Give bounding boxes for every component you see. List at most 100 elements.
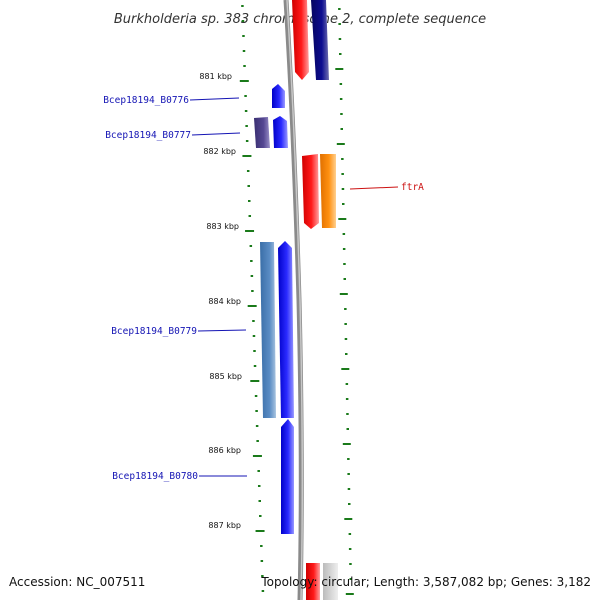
- tick-mark: [348, 548, 352, 550]
- tick-mark: [347, 458, 350, 460]
- gene-ftrA[interactable]: [302, 154, 319, 229]
- tick-mark: [260, 545, 263, 547]
- tick-mark: [338, 38, 342, 40]
- topology-text: Topology: circular; Length: 3,587,082 bp…: [260, 575, 591, 589]
- tick-mark: [253, 365, 257, 367]
- tick-mark: [339, 293, 348, 295]
- accession-text: Accession: NC_007511: [9, 575, 145, 589]
- tick-mark: [255, 530, 265, 532]
- tick-mark: [345, 593, 354, 595]
- tick-mark: [245, 140, 249, 142]
- gene-arrow-icon[interactable]: [306, 563, 320, 600]
- tick-mark: [348, 533, 352, 535]
- tick-mark: [340, 128, 343, 130]
- tick-mark: [252, 335, 256, 337]
- tick-mark: [342, 233, 346, 235]
- tick-mark: [345, 398, 349, 400]
- tick-mark: [344, 323, 347, 325]
- gene-track-left: [254, 84, 294, 534]
- tick-mark: [250, 260, 253, 262]
- left-tick-track: [239, 5, 265, 592]
- gene-b0779[interactable]: [278, 241, 294, 418]
- tick-mark: [345, 353, 348, 355]
- tick-mark: [260, 560, 264, 562]
- tick-mark: [253, 350, 256, 352]
- kbp-label: 882 kbp: [203, 147, 236, 156]
- tick-mark: [250, 380, 260, 382]
- gene-label-b0780[interactable]: Bcep18194_B0780: [112, 471, 198, 482]
- tick-mark: [336, 143, 345, 145]
- tick-mark: [346, 428, 349, 430]
- leader-line: [349, 186, 399, 190]
- tick-mark: [349, 563, 352, 565]
- gene-label-b0779[interactable]: Bcep18194_B0779: [111, 326, 197, 337]
- gene-label-b0777[interactable]: Bcep18194_B0777: [105, 130, 191, 141]
- gene-label-ftrA[interactable]: ftrA: [401, 182, 424, 193]
- tick-mark: [345, 383, 349, 385]
- tick-mark: [340, 113, 343, 115]
- tick-mark: [245, 230, 255, 232]
- leader-line: [189, 97, 240, 101]
- gene-arrow-icon[interactable]: [254, 117, 270, 148]
- tick-mark: [259, 515, 262, 517]
- kbp-label: 885 kbp: [209, 372, 242, 381]
- tick-mark: [250, 275, 254, 277]
- tick-mark: [339, 98, 343, 100]
- tick-mark: [243, 65, 246, 67]
- tick-mark: [341, 158, 344, 160]
- tick-mark: [347, 473, 350, 475]
- leader-line: [197, 329, 247, 332]
- gene-label-b0776[interactable]: Bcep18194_B0776: [103, 95, 189, 106]
- tick-mark: [343, 278, 346, 280]
- tick-mark: [252, 320, 255, 322]
- tick-mark: [343, 263, 346, 265]
- tick-mark: [242, 35, 245, 37]
- tick-mark: [241, 5, 244, 7]
- tick-mark: [242, 50, 246, 52]
- tick-mark: [251, 290, 254, 292]
- tick-mark: [245, 125, 248, 127]
- tick-mark: [239, 80, 249, 82]
- tick-mark: [335, 68, 344, 70]
- tick-mark: [338, 218, 347, 220]
- kbp-label: 883 kbp: [206, 222, 239, 231]
- tick-mark: [252, 455, 262, 457]
- gene-track-right: [292, 0, 338, 600]
- tick-mark: [341, 173, 344, 175]
- tick-mark: [257, 485, 261, 487]
- tick-mark: [342, 443, 351, 445]
- tick-mark: [342, 248, 346, 250]
- tick-mark: [347, 488, 351, 490]
- tick-mark: [242, 155, 252, 157]
- gene-arrow-icon[interactable]: [292, 0, 309, 80]
- tick-mark: [344, 518, 353, 520]
- gene-arrow-icon[interactable]: [320, 154, 336, 228]
- tick-mark: [261, 590, 265, 592]
- kbp-label: 881 kbp: [199, 72, 232, 81]
- chromosome-backbone: [283, 0, 304, 600]
- gene-arrow-icon[interactable]: [323, 563, 338, 600]
- tick-mark: [244, 110, 248, 112]
- tick-mark: [261, 575, 264, 577]
- gene-labels: Bcep18194_B0776 Bcep18194_B0777 Bcep1819…: [103, 95, 424, 482]
- tick-mark: [246, 170, 250, 172]
- gene-arrow-icon[interactable]: [260, 242, 276, 418]
- kbp-label: 887 kbp: [208, 521, 241, 530]
- kbp-label: 884 kbp: [208, 297, 241, 306]
- tick-mark: [247, 185, 250, 187]
- tick-mark: [254, 395, 258, 397]
- tick-mark: [248, 215, 252, 217]
- tick-mark: [258, 500, 261, 502]
- right-tick-track: [335, 8, 354, 595]
- tick-mark: [338, 8, 341, 10]
- gene-b0777[interactable]: [273, 116, 288, 148]
- tick-mark: [346, 413, 349, 415]
- tick-mark: [256, 440, 259, 442]
- chromosome-backbone-highlight: [286, 0, 304, 600]
- tick-mark: [339, 53, 342, 55]
- tick-mark: [247, 305, 257, 307]
- gene-b0780[interactable]: [281, 419, 294, 534]
- gene-b0776[interactable]: [272, 84, 285, 108]
- gene-arrow-icon[interactable]: [311, 0, 329, 80]
